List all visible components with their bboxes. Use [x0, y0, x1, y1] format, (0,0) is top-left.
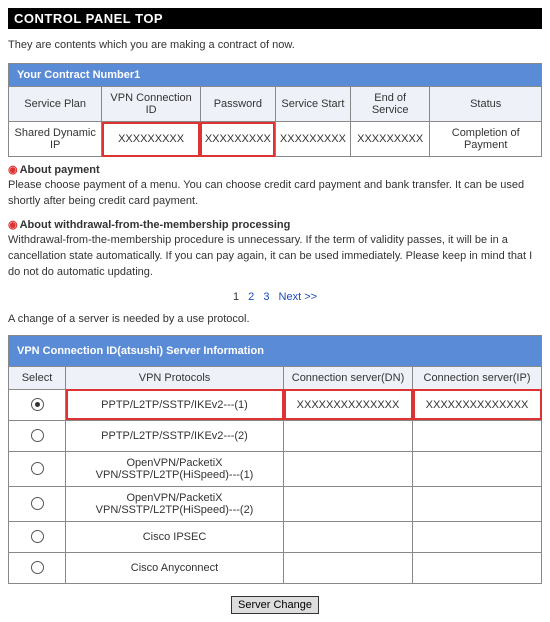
protocol-cell: OpenVPN/PacketiX VPN/SSTP/L2TP(HiSpeed)-…: [66, 486, 284, 521]
pager: 1 2 3 Next >>: [8, 291, 542, 303]
page-2-link[interactable]: 2: [248, 291, 254, 303]
about-payment-body: Please choose payment of a menu. You can…: [8, 178, 542, 210]
page-title: CONTROL PANEL TOP: [8, 8, 542, 29]
ip-cell: [413, 451, 542, 486]
cell-status: Completion of Payment: [430, 122, 542, 157]
bullet-icon: ◉: [8, 219, 18, 231]
change-note: A change of a server is needed by a use …: [8, 313, 542, 325]
radio-cell[interactable]: [9, 451, 66, 486]
contract-section-title: Your Contract Number1: [9, 64, 542, 87]
about-withdrawal-label: About withdrawal-from-the-membership pro…: [20, 219, 291, 231]
server-row: Cisco Anyconnect: [9, 552, 542, 583]
page-1: 1: [233, 291, 239, 303]
page-3-link[interactable]: 3: [263, 291, 269, 303]
dn-cell: [284, 451, 413, 486]
ip-cell: [413, 552, 542, 583]
col-end: End of Service: [350, 87, 429, 122]
col-start: Service Start: [275, 87, 350, 122]
radio-cell[interactable]: [9, 552, 66, 583]
radio-icon[interactable]: [31, 561, 44, 574]
col-select: Select: [9, 366, 66, 389]
server-table: VPN Connection ID(atsushi) Server Inform…: [8, 335, 542, 584]
protocol-cell: OpenVPN/PacketiX VPN/SSTP/L2TP(HiSpeed)-…: [66, 451, 284, 486]
protocol-cell: PPTP/L2TP/SSTP/IKEv2---(2): [66, 420, 284, 451]
server-row: Cisco IPSEC: [9, 521, 542, 552]
radio-cell[interactable]: [9, 420, 66, 451]
dn-cell: [284, 521, 413, 552]
radio-icon[interactable]: [31, 497, 44, 510]
ip-cell: XXXXXXXXXXXXXX: [413, 389, 542, 420]
radio-cell[interactable]: [9, 389, 66, 420]
col-plan: Service Plan: [9, 87, 102, 122]
cell-password: XXXXXXXXX: [200, 122, 275, 157]
radio-icon[interactable]: [31, 429, 44, 442]
radio-icon[interactable]: [31, 530, 44, 543]
server-row: OpenVPN/PacketiX VPN/SSTP/L2TP(HiSpeed)-…: [9, 486, 542, 521]
col-dn: Connection server(DN): [284, 366, 413, 389]
about-withdrawal-heading: ◉About withdrawal-from-the-membership pr…: [8, 218, 542, 231]
server-section-title: VPN Connection ID(atsushi) Server Inform…: [9, 335, 542, 366]
contract-row: Shared Dynamic IP XXXXXXXXX XXXXXXXXX XX…: [9, 122, 542, 157]
radio-icon[interactable]: [31, 462, 44, 475]
bullet-icon: ◉: [8, 164, 18, 176]
dn-cell: [284, 420, 413, 451]
protocol-cell: Cisco Anyconnect: [66, 552, 284, 583]
page-next-link[interactable]: Next >>: [279, 291, 318, 303]
protocol-cell: Cisco IPSEC: [66, 521, 284, 552]
server-change-button[interactable]: Server Change: [231, 596, 319, 614]
protocol-cell: PPTP/L2TP/SSTP/IKEv2---(1): [66, 389, 284, 420]
server-row: PPTP/L2TP/SSTP/IKEv2---(2): [9, 420, 542, 451]
dn-cell: [284, 486, 413, 521]
contract-table: Your Contract Number1 Service Plan VPN C…: [8, 63, 542, 157]
about-withdrawal-body: Withdrawal-from-the-membership procedure…: [8, 233, 542, 281]
radio-cell[interactable]: [9, 486, 66, 521]
col-password: Password: [200, 87, 275, 122]
server-row: PPTP/L2TP/SSTP/IKEv2---(1)XXXXXXXXXXXXXX…: [9, 389, 542, 420]
radio-cell[interactable]: [9, 521, 66, 552]
col-conn-id: VPN Connection ID: [102, 87, 201, 122]
intro-text: They are contents which you are making a…: [8, 39, 542, 51]
about-payment-heading: ◉About payment: [8, 163, 542, 176]
dn-cell: [284, 552, 413, 583]
col-status: Status: [430, 87, 542, 122]
ip-cell: [413, 486, 542, 521]
cell-start: XXXXXXXXX: [275, 122, 350, 157]
radio-icon[interactable]: [31, 398, 44, 411]
server-row: OpenVPN/PacketiX VPN/SSTP/L2TP(HiSpeed)-…: [9, 451, 542, 486]
col-ip: Connection server(IP): [413, 366, 542, 389]
about-payment-label: About payment: [20, 164, 100, 176]
cell-plan: Shared Dynamic IP: [9, 122, 102, 157]
cell-end: XXXXXXXXX: [350, 122, 429, 157]
ip-cell: [413, 420, 542, 451]
cell-conn-id: XXXXXXXXX: [102, 122, 201, 157]
dn-cell: XXXXXXXXXXXXXX: [284, 389, 413, 420]
ip-cell: [413, 521, 542, 552]
col-protocols: VPN Protocols: [66, 366, 284, 389]
